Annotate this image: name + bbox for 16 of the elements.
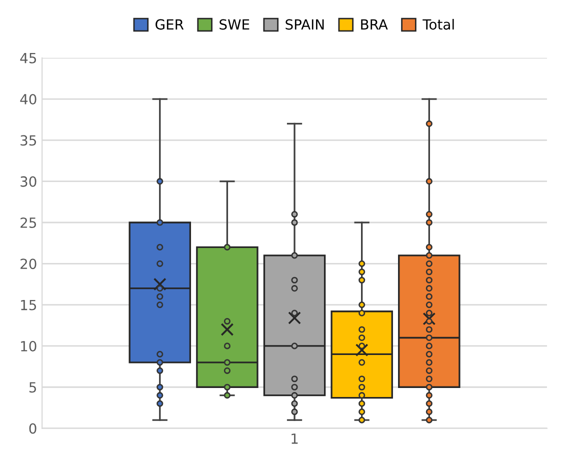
legend-label: BRA: [361, 19, 388, 30]
y-tick-label: 20: [20, 258, 36, 270]
legend-label: Total: [422, 18, 454, 30]
y-tick-label: 40: [20, 94, 36, 105]
y-tick-label: 0: [29, 423, 36, 434]
x-tick-label: 1: [292, 434, 298, 444]
y-tick-label: 35: [20, 135, 36, 146]
y-tick-label: 15: [21, 300, 36, 310]
y-tick-label: 30: [20, 176, 36, 187]
y-tick-label: 10: [21, 340, 36, 352]
legend-label: SPAIN: [286, 19, 324, 30]
y-tick-label: 45: [20, 53, 36, 64]
legend-label: SWE: [220, 19, 250, 30]
y-tick-label: 5: [29, 382, 36, 393]
y-tick-label: 25: [20, 217, 36, 228]
legend-label: GER: [156, 19, 184, 30]
